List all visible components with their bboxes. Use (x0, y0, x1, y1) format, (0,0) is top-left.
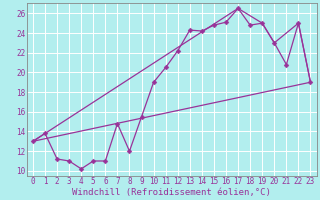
X-axis label: Windchill (Refroidissement éolien,°C): Windchill (Refroidissement éolien,°C) (72, 188, 271, 197)
